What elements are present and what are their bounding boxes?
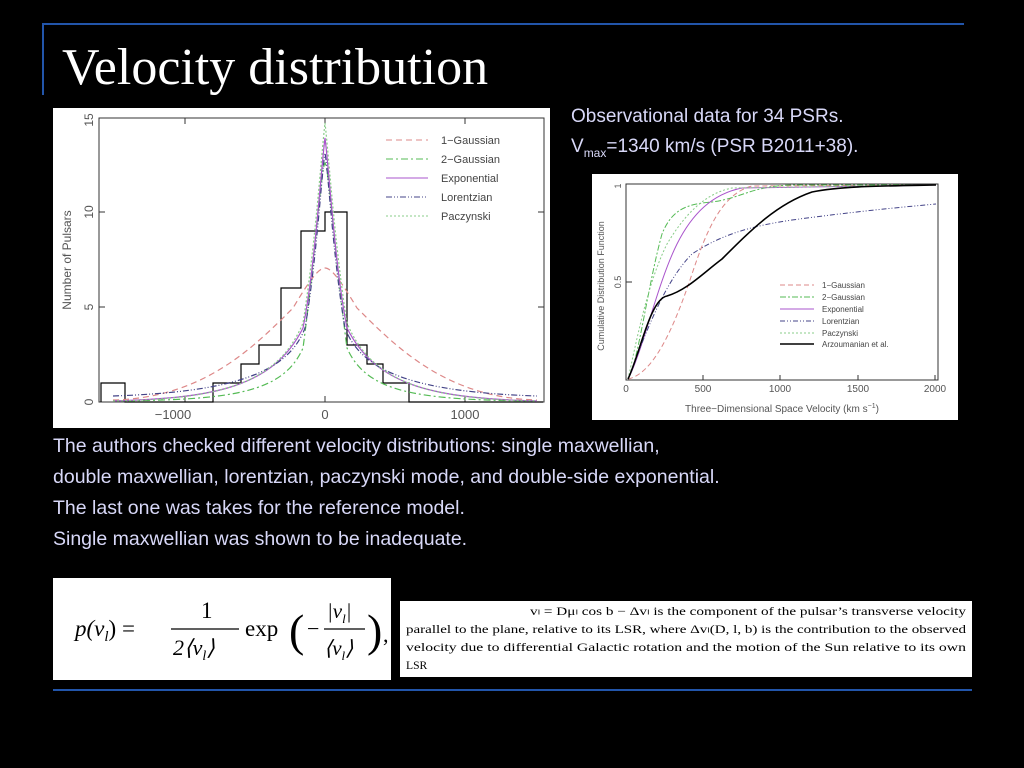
title-accent-bar [42, 25, 44, 95]
formula-inner-den-end: ⟩ [345, 636, 353, 660]
observational-data-text: Observational data for 34 PSRs. [571, 106, 844, 127]
hist-ylabel: Number of Pulsars [60, 210, 74, 309]
hist-legend: 1−Gaussian 2−Gaussian Exponential Lorent… [386, 135, 500, 223]
definition-line-2: parallel to the plane, relative to its L… [406, 623, 966, 636]
hist-legend-1-gaussian: 1−Gaussian [441, 135, 500, 147]
formula-comma: , [383, 622, 389, 647]
body-line-1: The authors checked different velocity d… [53, 435, 660, 457]
formula-lhs: p(vl) = [73, 616, 135, 645]
hist-legend-paczynski: Paczynski [441, 211, 491, 223]
cdf-xtick-1500: 1500 [847, 384, 870, 395]
formula-den-end: ⟩ [206, 635, 215, 660]
top-rule [42, 23, 964, 25]
hist-ytick-0: 0 [82, 398, 96, 405]
cdf-curve-2-gaussian [627, 184, 936, 380]
formula-inner-den-sub: l [342, 648, 346, 663]
cdf-xlabel-sup: −1 [868, 403, 876, 410]
formula-right-paren: ) [367, 605, 382, 656]
formula-den-main: 2⟨v [173, 635, 203, 660]
cdf-legend: 1−Gaussian 2−Gaussian Exponential Lorent… [780, 281, 889, 349]
cdf-ticks [626, 183, 936, 380]
body-line-2: double maxwellian, lorentzian, paczynski… [53, 466, 720, 488]
hist-xtick-0: 0 [321, 407, 328, 422]
vmax-text: Vmax=1340 km/s (PSR B2011+38). [571, 137, 858, 159]
cdf-xtick-2000: 2000 [924, 384, 947, 395]
formula-lhs-sub: l [104, 629, 108, 645]
curve-2-gaussian [112, 162, 538, 402]
definition-line-4: LSR [406, 659, 428, 672]
cdf-ytick-1: 1 [613, 183, 623, 188]
cdf-legend-2-gaussian: 2−Gaussian [822, 293, 865, 302]
definition-line-3: velocity due to differential Galactic ro… [406, 641, 966, 654]
cdf-xlabel-end: ) [876, 404, 879, 415]
hist-xtick-neg1000: −1000 [155, 407, 192, 422]
histogram-figure: Number of Pulsars 0 5 10 15 −1000 0 1000… [53, 108, 550, 428]
formula-inner-num-sub: l [342, 611, 346, 626]
cdf-legend-lorentzian: Lorentzian [822, 317, 859, 326]
hist-legend-2-gaussian: 2−Gaussian [441, 154, 500, 166]
formula-inner-numerator: |vl| [327, 599, 352, 626]
formula-inner-num-main: |v [327, 599, 343, 623]
cdf-legend-1-gaussian: 1−Gaussian [822, 281, 865, 290]
formula-denominator: 2⟨vl⟩ [173, 635, 215, 664]
cdf-curve-paczynski [627, 184, 937, 380]
formula-minus: − [307, 616, 319, 641]
cdf-curve-arzoumanian [627, 184, 937, 380]
cdf-frame [625, 183, 939, 381]
hist-xtick-1000: 1000 [451, 407, 480, 422]
vmax-subscript: max [583, 145, 607, 160]
cdf-xlabel: Three−Dimensional Space Velocity (km s−1… [685, 403, 879, 415]
cdf-legend-arzoumanian: Arzoumanian et al. [822, 340, 889, 349]
hist-frame [98, 117, 545, 403]
formula-numerator: 1 [201, 598, 213, 623]
curve-1-gaussian [112, 267, 538, 401]
hist-ytick-10: 10 [82, 205, 96, 219]
cdf-xlabel-main: Three−Dimensional Space Velocity (km s [685, 404, 868, 415]
cdf-ylabel: Cumulative Distribution Function [596, 221, 606, 351]
formula-inner-denominator: ⟨vl⟩ [324, 636, 353, 663]
formula-inner-den-main: ⟨v [324, 636, 342, 660]
hist-legend-exponential: Exponential [441, 173, 499, 185]
cdf-xtick-1000: 1000 [769, 384, 792, 395]
formula-den-sub: l [202, 649, 206, 664]
cdf-legend-paczynski: Paczynski [822, 329, 858, 338]
curve-lorentzian [112, 152, 538, 397]
curve-exponential [112, 137, 538, 402]
cdf-xtick-500: 500 [695, 384, 712, 395]
hist-ytick-5: 5 [82, 303, 96, 310]
formula-image: p(vl) = 1 2⟨vl⟩ exp ( − |vl| ⟨vl⟩ ) , [53, 578, 391, 680]
bottom-rule [53, 689, 972, 691]
cdf-ytick-0.5: 0.5 [613, 276, 623, 289]
cdf-curve-lorentzian [627, 203, 937, 380]
cdf-curve-exponential [627, 184, 937, 380]
hist-ytick-15: 15 [82, 113, 96, 127]
formula-lhs-end: ) = [109, 616, 135, 641]
body-line-4: Single maxwellian was shown to be inadeq… [53, 528, 468, 550]
definition-line-1: vₗ = Dμₗ cos b − Δvₗ is the component of… [530, 605, 966, 618]
curve-paczynski [112, 122, 538, 402]
vmax-value: =1340 km/s (PSR B2011+38). [606, 136, 859, 157]
cdf-curve-1-gaussian [627, 184, 937, 380]
hist-bars [100, 211, 543, 403]
cdf-figure: Cumulative Distribution Function 1 0.5 0… [592, 174, 958, 420]
cdf-xtick-0: 0 [623, 384, 629, 395]
cdf-legend-exponential: Exponential [822, 305, 864, 314]
formula-left-paren: ( [289, 605, 304, 656]
formula-inner-num-end: | [346, 599, 352, 623]
vmax-v: V [571, 136, 584, 157]
formula-lhs-p: p(v [73, 616, 105, 641]
hist-legend-lorentzian: Lorentzian [441, 192, 492, 204]
slide-title: Velocity distribution [62, 39, 489, 96]
body-line-3: The last one was takes for the reference… [53, 497, 465, 519]
formula-exp: exp [245, 616, 278, 641]
definition-image: vₗ = Dμₗ cos b − Δvₗ is the component of… [400, 601, 972, 677]
